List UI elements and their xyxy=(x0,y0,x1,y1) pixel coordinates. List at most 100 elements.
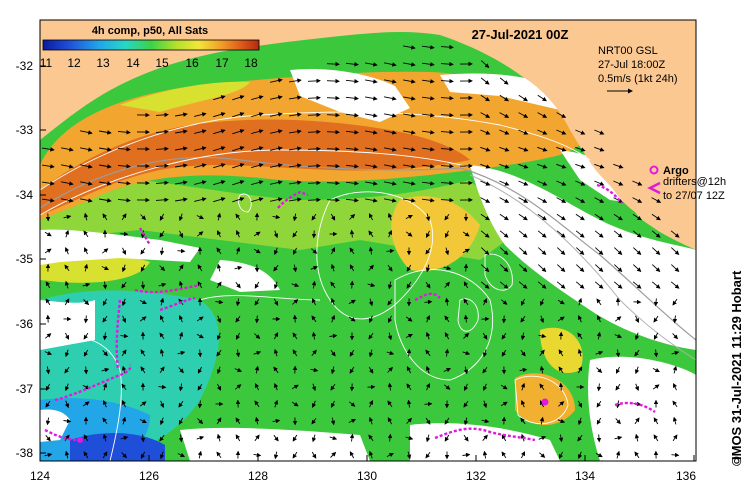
current-vector xyxy=(273,399,279,408)
current-vector xyxy=(121,399,127,408)
current-source-label: NRT00 GSL xyxy=(598,45,658,57)
current-vector xyxy=(575,180,586,186)
current-vector xyxy=(84,247,89,255)
current-vector xyxy=(387,298,393,306)
current-vector xyxy=(405,316,413,322)
current-vector xyxy=(405,333,413,339)
current-vector xyxy=(519,367,528,373)
current-vector xyxy=(537,213,547,221)
current-vector xyxy=(384,130,397,135)
current-vector xyxy=(577,297,583,306)
current-vector xyxy=(575,247,585,256)
current-vector xyxy=(155,180,169,186)
current-vector xyxy=(64,264,70,272)
current-vector xyxy=(557,418,566,424)
current-vector xyxy=(234,367,243,373)
current-vector xyxy=(614,435,623,441)
current-vector xyxy=(596,417,602,425)
current-vector xyxy=(99,181,112,186)
current-vector xyxy=(463,417,469,426)
current-vector xyxy=(444,417,450,425)
y-tick-label: -32 xyxy=(16,59,34,73)
argo-floats xyxy=(77,398,549,443)
current-vector xyxy=(651,213,661,221)
current-vector xyxy=(463,366,469,375)
current-vector xyxy=(139,418,147,424)
current-vector xyxy=(159,417,165,426)
current-vector xyxy=(61,164,74,169)
current-vector xyxy=(538,333,547,339)
current-vector xyxy=(651,281,661,289)
current-vector xyxy=(537,264,547,273)
drifter-track xyxy=(54,364,132,402)
current-vector xyxy=(270,146,283,151)
current-vector xyxy=(311,331,317,340)
current-vector xyxy=(482,332,488,340)
current-vector xyxy=(273,281,279,290)
current-vector xyxy=(45,400,51,408)
current-vector xyxy=(83,366,89,375)
current-vector xyxy=(307,197,321,203)
current-vector xyxy=(311,213,317,221)
bathymetry-contour xyxy=(40,156,696,341)
current-vector xyxy=(613,163,624,169)
current-vector xyxy=(232,146,245,152)
current-vector xyxy=(292,451,298,459)
current-vector xyxy=(596,298,602,306)
current-vector xyxy=(289,112,302,117)
drifter-track xyxy=(115,299,122,371)
current-vector xyxy=(177,452,186,458)
current-vector xyxy=(499,264,509,273)
current-vector xyxy=(518,247,528,256)
current-vector xyxy=(121,416,127,425)
current-vector xyxy=(273,366,279,374)
colorbar-ticks: 11 12 13 14 15 16 17 18 xyxy=(40,56,258,70)
current-vector xyxy=(292,349,298,357)
current-vector xyxy=(444,315,450,323)
current-vector xyxy=(216,417,222,425)
current-vector xyxy=(292,314,298,323)
current-vector xyxy=(653,417,659,425)
current-vector xyxy=(518,146,529,152)
current-vector xyxy=(345,198,359,203)
current-vector xyxy=(292,332,298,340)
current-vector xyxy=(273,382,279,391)
current-vector xyxy=(440,78,454,84)
current-vector xyxy=(403,164,416,169)
current-vector xyxy=(175,146,188,151)
current-vector xyxy=(215,299,224,305)
current-vector xyxy=(368,213,374,221)
current-vector xyxy=(425,451,431,459)
y-tick-label: -34 xyxy=(16,188,34,202)
current-vector xyxy=(444,281,450,288)
current-vector xyxy=(672,365,678,374)
current-vector xyxy=(653,315,659,323)
current-vector xyxy=(425,365,431,374)
colorbar-tick-label: 11 xyxy=(40,56,53,70)
current-vector xyxy=(556,163,567,169)
current-vector xyxy=(235,229,241,238)
current-vector xyxy=(499,112,510,118)
current-vector xyxy=(102,281,108,290)
current-vector xyxy=(289,146,302,151)
current-vector xyxy=(83,315,89,324)
current-vector xyxy=(444,213,450,221)
current-vector xyxy=(368,230,374,238)
current-vector xyxy=(307,163,321,169)
drifter-track xyxy=(277,190,309,209)
current-vector xyxy=(481,418,490,424)
current-vector xyxy=(632,230,642,238)
current-vector xyxy=(537,281,547,289)
current-vector xyxy=(556,180,567,186)
current-vector xyxy=(425,230,431,239)
current-vector xyxy=(196,316,204,322)
current-vector xyxy=(155,197,169,203)
current-vector xyxy=(194,163,207,168)
current-vector xyxy=(197,400,203,409)
current-vector xyxy=(121,315,127,324)
current-vector xyxy=(307,95,321,101)
current-vector xyxy=(272,418,281,424)
current-vector xyxy=(178,280,184,289)
current-vector xyxy=(330,297,336,306)
current-vector xyxy=(61,181,74,186)
